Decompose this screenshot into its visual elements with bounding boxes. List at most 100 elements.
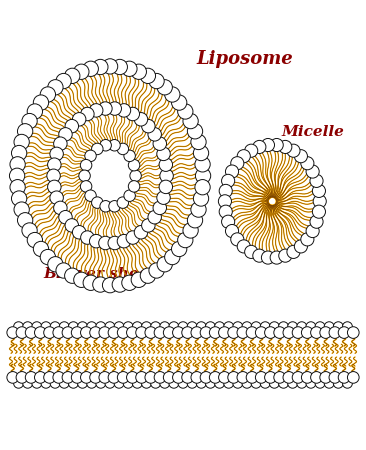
Circle shape [59, 128, 72, 141]
Circle shape [65, 268, 80, 284]
Circle shape [205, 378, 215, 388]
Circle shape [59, 378, 69, 388]
Circle shape [32, 322, 42, 332]
Circle shape [178, 104, 193, 119]
Circle shape [149, 263, 164, 278]
Circle shape [53, 327, 64, 338]
Circle shape [108, 236, 122, 250]
Circle shape [96, 322, 106, 332]
Circle shape [27, 104, 42, 119]
Circle shape [54, 201, 67, 215]
Circle shape [237, 150, 250, 163]
Circle shape [178, 322, 188, 332]
Circle shape [312, 205, 325, 218]
Circle shape [50, 378, 60, 388]
Circle shape [193, 145, 209, 161]
Circle shape [81, 327, 92, 338]
Circle shape [329, 372, 341, 383]
Circle shape [253, 249, 266, 262]
Circle shape [99, 327, 111, 338]
Circle shape [270, 251, 283, 264]
Circle shape [54, 137, 67, 150]
Circle shape [165, 87, 180, 102]
Circle shape [195, 180, 210, 195]
Circle shape [191, 202, 206, 217]
Circle shape [310, 174, 323, 188]
Circle shape [99, 372, 111, 383]
Circle shape [134, 112, 148, 126]
Circle shape [242, 378, 252, 388]
Circle shape [142, 119, 155, 133]
Circle shape [221, 174, 235, 188]
Circle shape [50, 191, 63, 204]
Circle shape [200, 372, 212, 383]
Circle shape [228, 327, 239, 338]
Circle shape [128, 159, 140, 171]
Circle shape [178, 232, 193, 248]
Circle shape [108, 102, 122, 115]
Circle shape [310, 215, 323, 228]
Circle shape [128, 180, 140, 192]
Circle shape [333, 378, 343, 388]
Circle shape [292, 372, 304, 383]
Circle shape [85, 150, 96, 162]
Circle shape [109, 201, 120, 212]
Circle shape [306, 322, 316, 332]
Circle shape [209, 327, 221, 338]
Circle shape [33, 241, 49, 256]
Circle shape [136, 372, 147, 383]
Circle shape [160, 169, 173, 183]
Circle shape [124, 190, 135, 202]
Circle shape [191, 134, 206, 150]
Circle shape [172, 241, 187, 256]
Circle shape [22, 223, 37, 238]
Circle shape [74, 64, 89, 79]
Circle shape [157, 80, 172, 95]
Circle shape [126, 231, 139, 244]
Circle shape [187, 212, 203, 228]
Circle shape [294, 240, 307, 253]
Circle shape [117, 197, 128, 208]
Circle shape [56, 73, 71, 89]
Circle shape [253, 140, 266, 153]
Circle shape [123, 322, 133, 332]
Circle shape [159, 180, 172, 194]
Circle shape [233, 378, 243, 388]
Circle shape [165, 249, 180, 265]
Circle shape [81, 372, 92, 383]
Text: Liposome: Liposome [197, 50, 294, 68]
Circle shape [224, 378, 234, 388]
Circle shape [93, 277, 108, 292]
Circle shape [131, 64, 146, 79]
Circle shape [320, 327, 332, 338]
Circle shape [225, 165, 239, 178]
Circle shape [140, 268, 156, 284]
Circle shape [59, 211, 72, 224]
Circle shape [83, 275, 98, 290]
Circle shape [25, 372, 37, 383]
Circle shape [195, 157, 210, 172]
Circle shape [251, 378, 261, 388]
Circle shape [237, 240, 250, 253]
Circle shape [90, 327, 101, 338]
Circle shape [169, 378, 179, 388]
Circle shape [157, 191, 170, 204]
Circle shape [320, 372, 332, 383]
Circle shape [182, 327, 194, 338]
Circle shape [338, 327, 350, 338]
Circle shape [140, 68, 156, 84]
Circle shape [246, 372, 258, 383]
Circle shape [324, 378, 334, 388]
Circle shape [72, 225, 86, 239]
Circle shape [72, 112, 86, 126]
Circle shape [269, 378, 279, 388]
Circle shape [193, 191, 209, 206]
Circle shape [14, 134, 29, 150]
Circle shape [209, 372, 221, 383]
Circle shape [23, 378, 33, 388]
Circle shape [260, 378, 270, 388]
Circle shape [132, 378, 142, 388]
Circle shape [48, 158, 61, 171]
Circle shape [311, 372, 322, 383]
Circle shape [315, 322, 325, 332]
